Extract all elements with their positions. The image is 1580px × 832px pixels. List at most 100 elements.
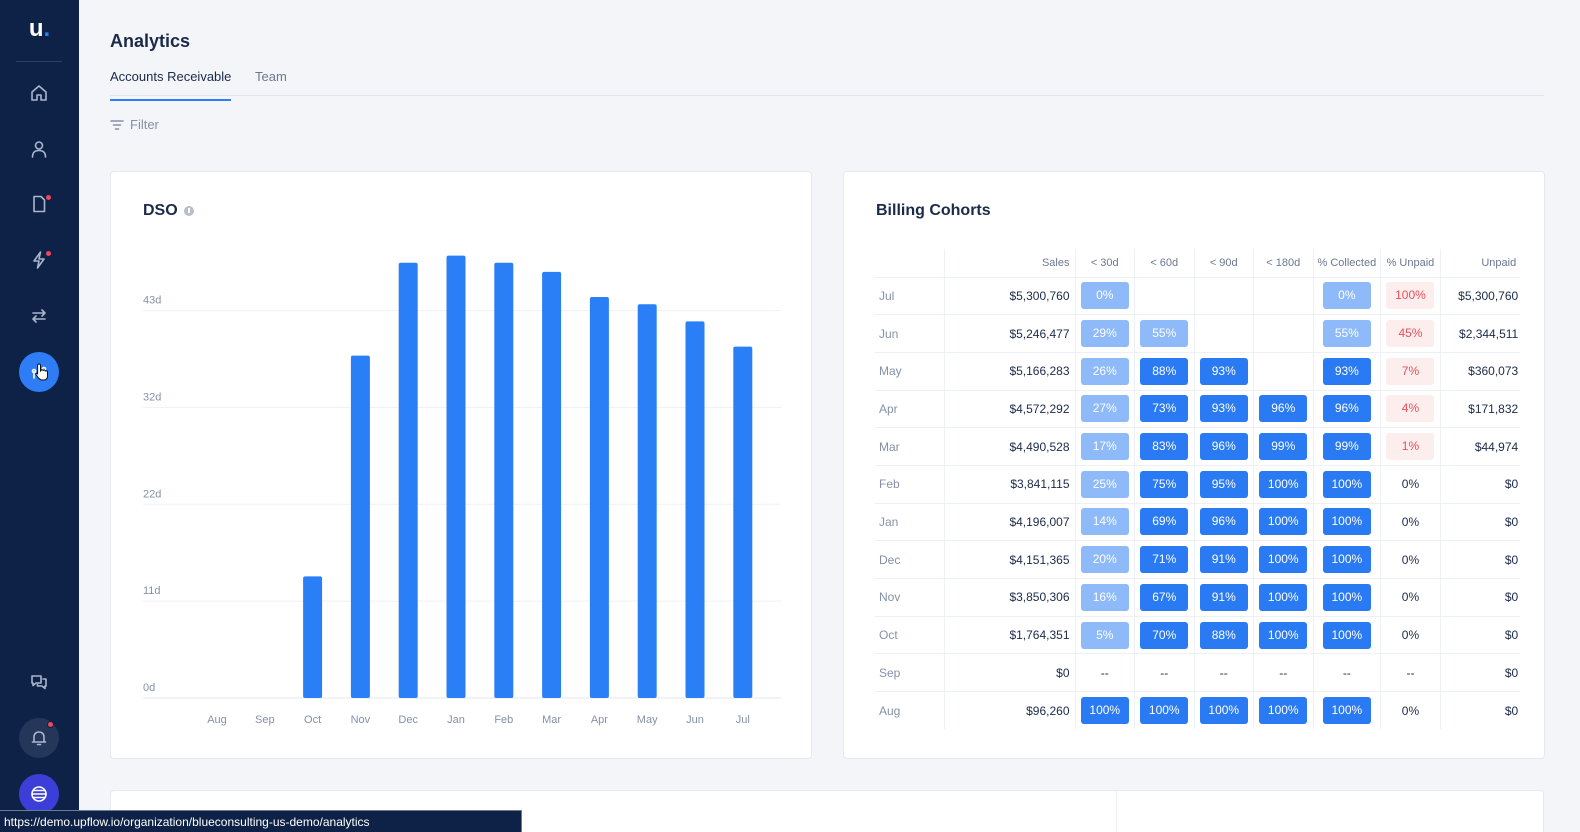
cohort-unpaid-amount: $171,832 bbox=[1439, 389, 1521, 428]
cohort-cell-60d bbox=[1134, 276, 1194, 315]
dso-bar[interactable] bbox=[542, 271, 562, 698]
cohort-cell-60d: 75% bbox=[1134, 464, 1194, 504]
cohort-cell-30d: 17% bbox=[1074, 427, 1135, 466]
sidebar-item-actions[interactable] bbox=[19, 240, 59, 280]
swap-arrows-icon bbox=[32, 309, 46, 323]
percent-chip: 71% bbox=[1140, 546, 1189, 574]
sidebar-item-chat[interactable] bbox=[19, 662, 59, 702]
table-row[interactable]: Apr $4,572,292 27% 73% 93% 96% 96% 4% $171,832 bbox=[875, 389, 1521, 428]
percent-chip: 83% bbox=[1140, 433, 1189, 461]
percent-chip: 100% bbox=[1259, 621, 1308, 649]
percent-chip: 100% bbox=[1080, 697, 1129, 725]
cohort-cell-30d: 27% bbox=[1074, 389, 1135, 428]
percent-value: 0% bbox=[1401, 552, 1420, 567]
page-title: Analytics bbox=[110, 31, 191, 51]
tab-team[interactable]: Team bbox=[255, 69, 287, 84]
cohort-sales: $5,246,477 bbox=[943, 314, 1075, 353]
cohort-cell-180d: -- bbox=[1253, 653, 1313, 692]
dso-bar[interactable] bbox=[589, 297, 609, 698]
percent-chip: 96% bbox=[1322, 395, 1371, 423]
percent-chip: 45% bbox=[1386, 320, 1435, 348]
table-row[interactable]: Dec $4,151,365 20% 71% 91% 100% 100% 0% $0 bbox=[875, 540, 1521, 579]
percent-chip: 96% bbox=[1259, 395, 1308, 423]
percent-chip: 100% bbox=[1322, 583, 1371, 611]
logo-dot: . bbox=[43, 15, 51, 42]
cohort-cell-collected: 100% bbox=[1312, 691, 1381, 730]
table-row[interactable]: Nov $3,850,306 16% 67% 91% 100% 100% 0% $0 bbox=[875, 578, 1521, 617]
organization-switcher[interactable] bbox=[19, 774, 59, 814]
header-30d: < 30d bbox=[1074, 249, 1135, 277]
cohort-cell-60d: -- bbox=[1134, 653, 1194, 692]
cohort-cell-collected: 100% bbox=[1312, 578, 1381, 617]
cohort-cell-60d: 100% bbox=[1134, 691, 1194, 730]
sidebar-item-customers[interactable] bbox=[19, 129, 59, 169]
notifications-button[interactable] bbox=[19, 718, 59, 758]
dso-bar[interactable] bbox=[637, 304, 657, 698]
cohort-cell-30d: 16% bbox=[1074, 578, 1135, 617]
cohort-cell-60d: 70% bbox=[1134, 615, 1194, 654]
percent-chip: 20% bbox=[1080, 546, 1129, 574]
cohort-cell-90d bbox=[1193, 314, 1254, 353]
table-row[interactable]: Oct $1,764,351 5% 70% 88% 100% 100% 0% $0 bbox=[875, 615, 1521, 654]
table-row[interactable]: Feb $3,841,115 25% 75% 95% 100% 100% 0% $0 bbox=[875, 464, 1521, 504]
sidebar-item-invoices[interactable] bbox=[19, 184, 59, 224]
percent-chip: 4% bbox=[1386, 395, 1435, 423]
cohort-cell-180d: 100% bbox=[1253, 502, 1313, 541]
dso-bar[interactable] bbox=[350, 355, 370, 698]
table-body: Jul $5,300,760 0% 0% 100% $5,300,760 Jun $5,246… bbox=[875, 276, 1521, 730]
cohort-cell-unpaid-pct: 100% bbox=[1380, 276, 1441, 315]
header-collected: % Collected bbox=[1312, 249, 1381, 277]
cohort-cell-90d: 96% bbox=[1193, 502, 1254, 541]
x-tick-label: Feb bbox=[494, 714, 513, 726]
cohort-cell-60d: 73% bbox=[1134, 389, 1194, 428]
dso-bar[interactable] bbox=[685, 321, 705, 698]
table-row[interactable]: Mar $4,490,528 17% 83% 96% 99% 99% 1% $44,974 bbox=[875, 427, 1521, 466]
cohort-cell-collected: 100% bbox=[1312, 464, 1381, 504]
cohort-cell-90d: 95% bbox=[1193, 464, 1254, 504]
cohort-sales: $4,572,292 bbox=[943, 389, 1075, 428]
filter-button[interactable]: Filter bbox=[110, 117, 159, 132]
percent-value: 0% bbox=[1401, 477, 1420, 492]
table-row[interactable]: Aug $96,260 100% 100% 100% 100% 100% 0% $0 bbox=[875, 691, 1521, 730]
table-row[interactable]: Jun $5,246,477 29% 55% 55% 45% $2,344,511 bbox=[875, 314, 1521, 353]
logo-letter: u bbox=[28, 15, 44, 42]
dso-bar[interactable] bbox=[303, 576, 323, 698]
percent-chip: 99% bbox=[1322, 433, 1371, 461]
cohort-cell-180d: 100% bbox=[1253, 615, 1313, 654]
app-logo[interactable]: u. bbox=[0, 12, 79, 46]
sidebar-item-home[interactable] bbox=[19, 73, 59, 113]
cohort-unpaid-amount: $0 bbox=[1439, 464, 1521, 504]
cohort-unpaid-amount: $44,974 bbox=[1439, 427, 1521, 466]
header-month bbox=[875, 249, 944, 277]
percent-chip: 100% bbox=[1259, 546, 1308, 574]
dso-bar[interactable] bbox=[446, 255, 466, 698]
cohort-cell-90d: 91% bbox=[1193, 578, 1254, 617]
cohort-cell-90d: 88% bbox=[1193, 615, 1254, 654]
table-header-row: Sales < 30d < 60d < 90d < 180d % Collect… bbox=[875, 249, 1521, 277]
table-row[interactable]: Sep $0 -- -- -- -- -- -- $0 bbox=[875, 653, 1521, 692]
cohort-cell-90d: 93% bbox=[1193, 389, 1254, 428]
cohort-unpaid-amount: $360,073 bbox=[1439, 351, 1521, 391]
percent-chip: 5% bbox=[1080, 621, 1129, 649]
x-tick-label: Dec bbox=[398, 714, 418, 726]
sidebar-item-payments[interactable] bbox=[19, 296, 59, 336]
cohort-cell-unpaid-pct: 0% bbox=[1380, 540, 1441, 579]
cohort-cell-60d: 83% bbox=[1134, 427, 1194, 466]
cohort-cell-unpaid-pct: 0% bbox=[1380, 691, 1441, 730]
dso-bar[interactable] bbox=[494, 262, 514, 698]
table-row[interactable]: Jan $4,196,007 14% 69% 96% 100% 100% 0% $0 bbox=[875, 502, 1521, 541]
percent-chip: 96% bbox=[1199, 433, 1248, 461]
dso-bar[interactable] bbox=[398, 262, 418, 698]
dso-bar[interactable] bbox=[733, 346, 753, 698]
cohort-month: Apr bbox=[875, 389, 944, 428]
lightning-icon bbox=[33, 251, 45, 269]
billing-cohorts-table: Sales < 30d < 60d < 90d < 180d % Collect… bbox=[875, 249, 1521, 730]
percent-chip: 100% bbox=[1259, 697, 1308, 725]
table-row[interactable]: May $5,166,283 26% 88% 93% 93% 7% $360,073 bbox=[875, 351, 1521, 391]
tab-accounts-receivable[interactable]: Accounts Receivable bbox=[110, 69, 232, 101]
table-row[interactable]: Jul $5,300,760 0% 0% 100% $5,300,760 bbox=[875, 276, 1521, 315]
notification-dot bbox=[47, 721, 54, 728]
info-icon[interactable] bbox=[183, 206, 194, 216]
cohort-cell-unpaid-pct: 7% bbox=[1380, 351, 1441, 391]
header-sales: Sales bbox=[943, 249, 1075, 277]
